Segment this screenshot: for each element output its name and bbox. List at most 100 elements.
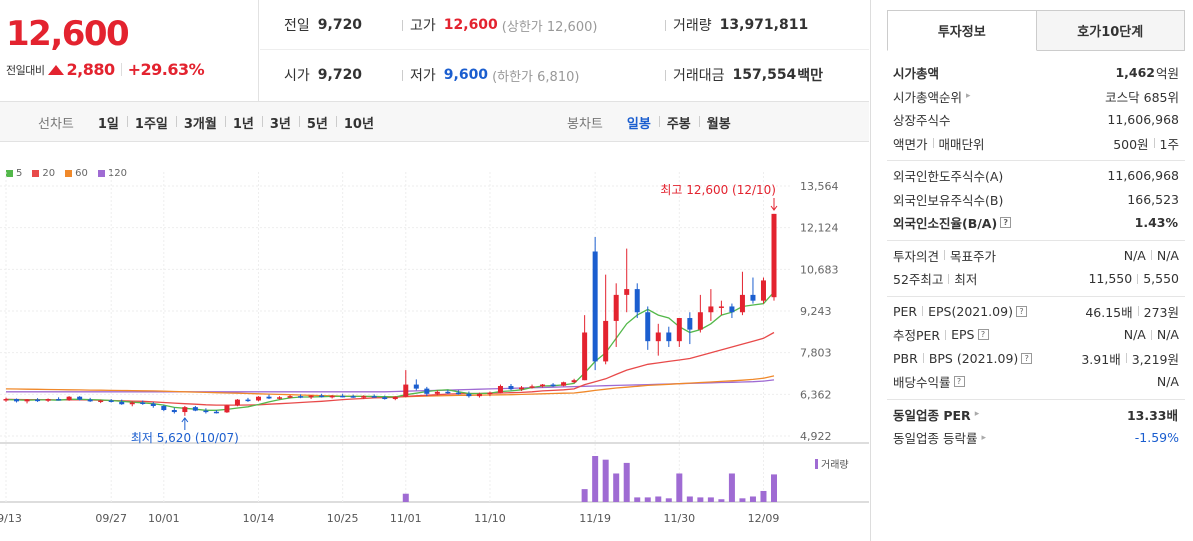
date-tick-label: 11/10 [474,512,506,525]
info-key-label: 시가총액순위 [893,89,963,105]
chevron-right-icon[interactable]: ▸ [981,432,987,443]
info-key-label: EPS(2021.09) [928,303,1013,319]
help-icon[interactable]: ? [953,376,965,388]
legend-ma5: 5 [6,168,22,179]
candle-body [497,386,503,393]
divider [945,329,947,340]
info-row: 투자의견 목표주가 N/A N/A [887,244,1185,268]
high-label: 고가 [410,18,436,34]
candle-body [119,401,125,405]
info-key: 상장주식수 [893,110,951,129]
chevron-right-icon[interactable]: ▸ [974,409,980,420]
help-icon[interactable]: ? [1015,305,1027,317]
candle-body [77,396,83,400]
period-1w-button[interactable]: 1주일 [126,113,176,132]
low-annotation: 최저 5,620 (10/07) [131,431,239,445]
volume-legend-label: 거래량 [821,459,849,471]
candle-body [234,399,240,406]
candle-body [255,396,261,401]
info-value-text: 166,523 [1127,191,1179,207]
line-chart-title: 선차트 [38,116,74,132]
info-row: 외국인소진율(B/A)? 1.43% [887,211,1185,235]
info-key-label: 투자의견 [893,248,940,264]
down-arrow-icon [770,198,778,211]
volume-value: 13,971,811 [719,17,809,33]
period-3y-button[interactable]: 3년 [261,113,299,132]
volume-bar [634,497,641,502]
info-row: PER EPS(2021.09)? 46.15배 273원 [887,300,1185,324]
info-key-label: EPS [951,327,975,343]
candle-body [550,384,556,387]
tab-investment-info[interactable]: 투자정보 [887,10,1037,51]
low-value: 9,600 [443,67,489,83]
tab-order-book[interactable]: 호가10단계 [1036,10,1185,51]
legend-label: 5 [16,167,23,179]
chevron-right-icon[interactable]: ▸ [966,91,971,102]
candle-chart-title: 봉차트 [567,116,603,132]
candle-body [45,399,51,401]
period-1y-button[interactable]: 1년 [224,113,262,132]
candle-body [203,410,209,413]
candle-body [582,332,588,381]
divider [1153,138,1155,149]
quote-row-2: 시가 9,720 저가 9,600 (하한가 6,810) 거래대금 157,5… [260,50,869,100]
candle-body [592,251,598,362]
period-5y-button[interactable]: 5년 [298,113,336,132]
trade-value-label: 거래대금 [673,68,725,84]
info-row: 외국인한도주식수(A) 11,606,968 [887,164,1185,188]
candle-body [340,395,346,398]
help-icon[interactable]: ? [1021,352,1033,364]
info-key-label: 동일업종 등락률 [893,431,978,447]
info-tabs: 투자정보 호가10단계 [887,10,1185,51]
up-arrow-icon [181,417,189,430]
help-icon[interactable]: ? [977,329,989,341]
info-row: PBR BPS (2021.09)? 3.91배 3,219원 [887,347,1185,371]
info-value-text: 11,606,968 [1107,168,1179,184]
candle-body [508,386,514,390]
current-price: 12,600 [6,14,130,54]
divider [922,353,924,364]
change-row: 전일대비 2,880 +29.63% [6,60,205,79]
lower-limit-value: (하한가 6,810) [492,69,580,85]
help-icon[interactable]: ? [1000,217,1012,229]
quote-row-1: 전일 9,720 고가 12,600 (상한가 12,600) 거래량 13,9… [260,0,869,50]
period-1d-button[interactable]: 1일 [97,116,119,132]
price-tick-label: 4,922 [800,430,832,443]
candle-body [519,387,525,390]
date-tick-label: 10/01 [148,512,180,525]
candle-body [529,386,535,388]
info-row: 52주최고 최저 11,550 5,550 [887,267,1185,291]
info-value: 11,550 5,550 [1088,271,1179,286]
info-value-text: 13.33배 [1126,407,1178,423]
line-chart-group: 선차트 1일 1주일 3개월 1년 3년 5년 10년 [38,102,382,142]
info-value-text: 46.15배 [1085,304,1133,320]
period-3m-button[interactable]: 3개월 [175,113,225,132]
legend-ma60: 60 [65,168,88,179]
candle-body [455,392,461,395]
info-value: 3.91배 3,219원 [1081,349,1179,368]
info-key: 투자의견 목표주가 [893,246,996,265]
info-key-label: PBR [893,350,918,366]
info-key: 액면가 매매단위 [893,134,985,153]
info-section: 동일업종 PER ▸ 13.33배 동일업종 등락률 ▸ -1.59% [887,400,1185,455]
info-key: 추정PER EPS? [893,325,989,344]
candle-body [697,312,703,330]
monthly-candle-button[interactable]: 월봉 [698,113,739,132]
info-key: 외국인보유주식수(B) [893,190,1003,209]
divider [402,20,403,31]
volume-bar [697,497,704,502]
info-value: 46.15배 273원 [1085,302,1179,321]
volume-bar [718,499,725,502]
daily-candle-button[interactable]: 일봉 [626,116,651,132]
weekly-candle-button[interactable]: 주봉 [658,113,699,132]
candle-body [655,332,661,342]
info-key-label: 최저 [954,272,978,288]
chart-legend: 5 20 60 120 [6,166,137,180]
divider [1137,306,1139,317]
info-row: 시가총액 1,462 억원 [887,61,1185,85]
period-10y-button[interactable]: 10년 [335,113,382,132]
price-summary: 12,600 전일대비 2,880 +29.63% [0,0,259,101]
candle-body [182,407,188,413]
price-tick-label: 6,362 [800,388,832,401]
price-chart[interactable]: 13,564 12,124 10,683 9,243 7,803 6,362 4,922 09… [0,172,869,541]
